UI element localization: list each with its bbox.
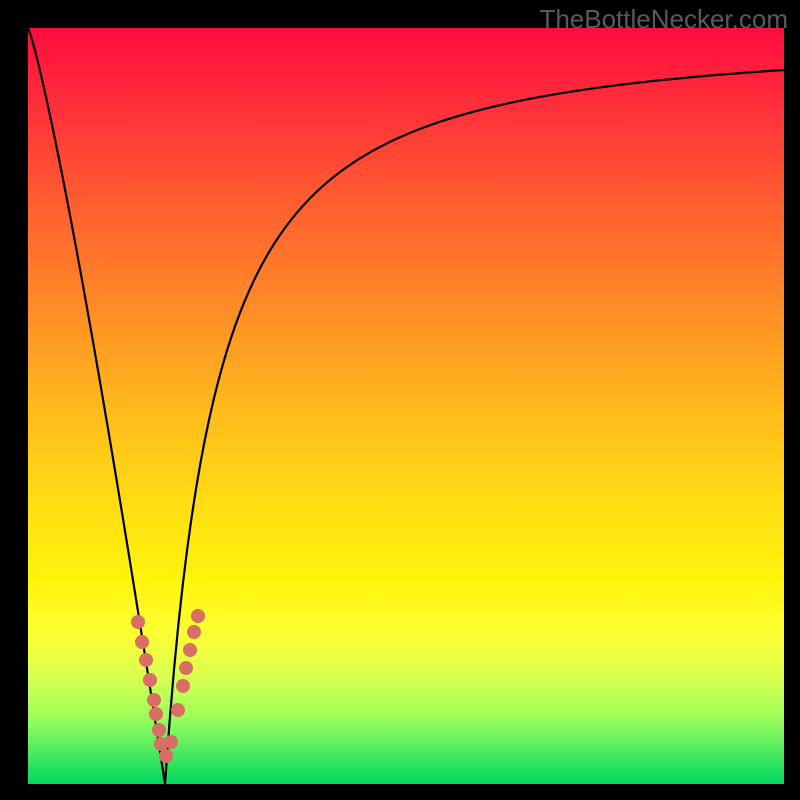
data-marker [152,723,166,737]
data-marker [176,679,190,693]
data-marker [131,615,145,629]
plot-area [28,28,784,784]
data-marker [187,625,201,639]
data-marker [179,661,193,675]
data-marker [191,609,205,623]
data-marker [143,673,157,687]
data-marker [164,735,178,749]
data-marker [171,703,185,717]
data-marker [183,643,197,657]
canvas-root: TheBottleNecker.com [0,0,800,800]
data-marker [135,635,149,649]
data-marker [147,693,161,707]
data-marker [159,749,173,763]
watermark-label: TheBottleNecker.com [539,4,788,35]
data-marker [139,653,153,667]
data-marker [149,707,163,721]
